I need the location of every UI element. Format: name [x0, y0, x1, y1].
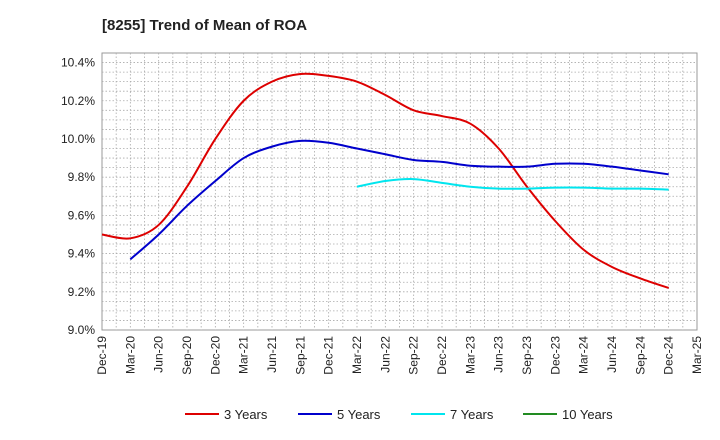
y-tick-label: 10.4% [61, 56, 95, 70]
series-line-7-years [356, 178, 669, 191]
x-tick-label: Mar-24 [577, 336, 591, 374]
x-tick-label: Mar-25 [690, 336, 704, 374]
x-tick-label: Dec-23 [548, 336, 562, 375]
y-tick-label: 9.4% [68, 247, 96, 261]
horizontal-gridlines [102, 62, 697, 321]
legend: 3 Years 5 Years 7 Years 10 Years [185, 407, 613, 422]
x-tick-label: Dec-19 [95, 336, 109, 375]
y-tick-label: 9.6% [68, 208, 96, 222]
legend-label: 3 Years [224, 407, 268, 422]
x-tick-label: Mar-23 [463, 336, 477, 374]
x-tick-label: Sep-20 [180, 336, 194, 375]
y-tick-label: 9.8% [68, 170, 96, 184]
x-tick-label: Dec-24 [662, 336, 676, 375]
x-tick-label: Dec-20 [208, 336, 222, 375]
series-line-5-years [129, 139, 669, 261]
x-tick-label: Jun-23 [492, 336, 506, 373]
x-tick-label: Jun-21 [265, 336, 279, 373]
x-tick-label: Mar-22 [350, 336, 364, 374]
chart-title: [8255] Trend of Mean of ROA [102, 17, 307, 34]
x-tick-label: Sep-24 [633, 336, 647, 375]
x-tick-label: Sep-22 [407, 336, 421, 375]
legend-label: 5 Years [337, 407, 381, 422]
x-tick-label: Jun-22 [378, 336, 392, 373]
vertical-gridlines [115, 53, 684, 330]
series-lines [101, 72, 669, 289]
x-tick-label: Jun-20 [152, 336, 166, 373]
legend-label: 10 Years [562, 407, 613, 422]
y-tick-label: 10.0% [61, 132, 95, 146]
y-axis-tick-labels: 9.0% 9.2% 9.4% 9.6% 9.8% 10.0% 10.2% 10.4% [61, 56, 95, 337]
x-axis-tick-labels: Dec-19 Mar-20 Jun-20 Sep-20 Dec-20 Mar-21 Jun-… [95, 336, 704, 375]
x-tick-label: Jun-24 [605, 336, 619, 373]
legend-label: 7 Years [450, 407, 494, 422]
x-tick-label: Sep-23 [520, 336, 534, 375]
y-tick-label: 9.2% [68, 285, 96, 299]
x-tick-label: Mar-20 [123, 336, 137, 374]
y-tick-label: 9.0% [68, 323, 96, 337]
x-tick-label: Mar-21 [237, 336, 251, 374]
series-line-3-years [101, 72, 669, 289]
x-tick-label: Dec-22 [435, 336, 449, 375]
y-tick-label: 10.2% [61, 94, 95, 108]
x-tick-label: Dec-21 [322, 336, 336, 375]
x-tick-label: Sep-21 [293, 336, 307, 375]
